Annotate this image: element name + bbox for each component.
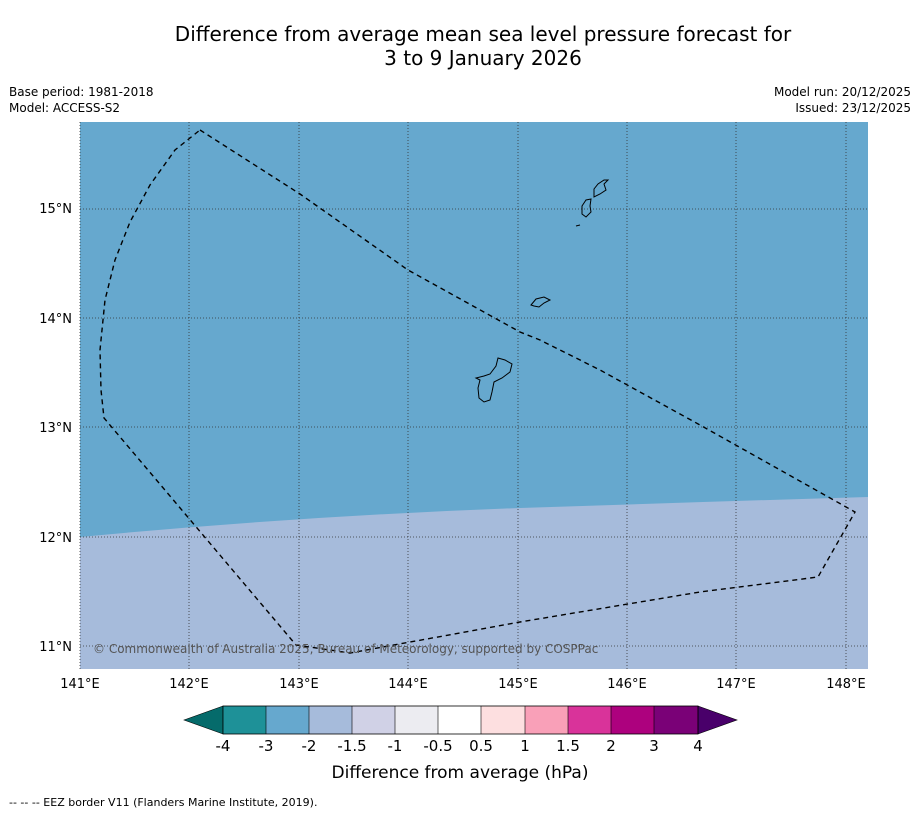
colorbar-ticks: -4 -3 -2 -1.5 -1 -0.5 0.5 1 1.5 2 3 4 bbox=[216, 737, 703, 755]
colorbar-tick: -1 bbox=[388, 737, 403, 755]
lat-ticks: 15°N 14°N 13°N 12°N 11°N bbox=[39, 202, 72, 655]
colorbar-bin-3 bbox=[309, 706, 352, 734]
copyright-notice: © Commonwealth of Australia 2025, Bureau… bbox=[93, 642, 598, 656]
colorbar-tick: 2 bbox=[606, 737, 616, 755]
title-line-1: Difference from average mean sea level p… bbox=[174, 22, 792, 46]
meta-left: Base period: 1981-2018 Model: ACCESS-S2 bbox=[9, 84, 154, 116]
region-minus-2-to-minus-1-5 bbox=[80, 497, 868, 669]
colorbar-bin-11 bbox=[654, 706, 698, 734]
colorbar-bin-1 bbox=[223, 706, 266, 734]
colorbar-bin-4 bbox=[352, 706, 395, 734]
lon-tick-143e: 143°E bbox=[279, 677, 319, 692]
lon-tick-145e: 145°E bbox=[498, 677, 538, 692]
colorbar-bin-5 bbox=[395, 706, 438, 734]
lon-tick-141e: 141°E bbox=[60, 677, 100, 692]
map-title: Difference from average mean sea level p… bbox=[80, 22, 886, 70]
colorbar-tick: -1.5 bbox=[337, 737, 366, 755]
colorbar-tick: -0.5 bbox=[423, 737, 452, 755]
lon-ticks: 141°E 142°E 143°E 144°E 145°E 146°E 147°… bbox=[60, 677, 866, 692]
colorbar-tick: -4 bbox=[216, 737, 231, 755]
map-area bbox=[80, 122, 868, 669]
lat-tick-14n: 14°N bbox=[39, 312, 72, 327]
colorbar-low-arrow bbox=[183, 705, 224, 735]
issued-date: Issued: 23/12/2025 bbox=[795, 101, 911, 115]
colorbar-outline bbox=[222, 705, 699, 735]
lon-tick-147e: 147°E bbox=[716, 677, 756, 692]
lat-tick-15n: 15°N bbox=[39, 202, 72, 217]
island-saipan bbox=[593, 179, 610, 198]
colorbar-high-arrow bbox=[697, 705, 738, 735]
colorbar-label: Difference from average (hPa) bbox=[332, 763, 589, 783]
colorbar-bin-8 bbox=[525, 706, 568, 734]
lat-tick-12n: 12°N bbox=[39, 531, 72, 546]
lon-tick-144e: 144°E bbox=[388, 677, 428, 692]
island-aguijan bbox=[575, 224, 581, 227]
colorbar-tick: 0.5 bbox=[469, 737, 493, 755]
model-run: Model run: 20/12/2025 bbox=[773, 85, 911, 99]
colorbar-tick: 1 bbox=[520, 737, 530, 755]
islands bbox=[474, 179, 610, 403]
colorbar-tick: -3 bbox=[259, 737, 274, 755]
colorbar-dividers bbox=[265, 706, 655, 734]
colorbar-bin-6 bbox=[438, 706, 481, 734]
eez-footnote: -- -- -- EEZ border V11 (Flanders Marine… bbox=[9, 796, 318, 809]
island-rota bbox=[530, 296, 552, 308]
colorbar-tick: 4 bbox=[693, 737, 703, 755]
colorbar-bin-2 bbox=[266, 706, 309, 734]
colorbar-tick: 3 bbox=[649, 737, 659, 755]
title-line-2: 3 to 9 January 2026 bbox=[384, 46, 582, 70]
island-tinian bbox=[581, 198, 592, 218]
colorbar-bin-10 bbox=[611, 706, 654, 734]
lat-tick-11n: 11°N bbox=[39, 640, 72, 655]
base-period: Base period: 1981-2018 bbox=[9, 85, 154, 99]
gridlines bbox=[79, 122, 868, 669]
lat-tick-13n: 13°N bbox=[39, 421, 72, 436]
colorbar-tick: -2 bbox=[302, 737, 317, 755]
lon-tick-146e: 146°E bbox=[607, 677, 647, 692]
colorbar-bin-9 bbox=[568, 706, 611, 734]
eez-border bbox=[99, 129, 856, 654]
colorbar: -4 -3 -2 -1.5 -1 -0.5 0.5 1 1.5 2 3 4 Di… bbox=[183, 705, 738, 783]
island-guam bbox=[474, 357, 513, 403]
colorbar-tick: 1.5 bbox=[556, 737, 580, 755]
lon-tick-148e: 148°E bbox=[826, 677, 866, 692]
meta-right: Model run: 20/12/2025 Issued: 23/12/2025 bbox=[774, 84, 911, 116]
colorbar-bin-7 bbox=[481, 706, 525, 734]
lon-tick-142e: 142°E bbox=[169, 677, 209, 692]
model-name: Model: ACCESS-S2 bbox=[9, 101, 121, 115]
